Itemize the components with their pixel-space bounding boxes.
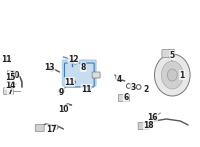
Circle shape bbox=[59, 89, 64, 93]
Circle shape bbox=[9, 83, 13, 87]
Text: 3: 3 bbox=[130, 82, 135, 91]
FancyBboxPatch shape bbox=[162, 50, 175, 57]
FancyBboxPatch shape bbox=[64, 63, 94, 87]
Circle shape bbox=[50, 67, 53, 71]
Text: 12: 12 bbox=[68, 55, 79, 64]
FancyBboxPatch shape bbox=[138, 122, 149, 130]
Circle shape bbox=[53, 125, 58, 129]
Circle shape bbox=[7, 57, 9, 59]
Text: 10: 10 bbox=[58, 105, 69, 113]
Text: 6: 6 bbox=[123, 92, 128, 101]
Text: 17: 17 bbox=[46, 125, 57, 133]
Text: 11: 11 bbox=[64, 77, 75, 86]
Circle shape bbox=[153, 116, 156, 118]
Ellipse shape bbox=[154, 54, 190, 96]
Circle shape bbox=[87, 86, 91, 90]
Text: 11: 11 bbox=[1, 55, 11, 64]
Ellipse shape bbox=[161, 61, 183, 89]
Circle shape bbox=[51, 68, 53, 70]
FancyBboxPatch shape bbox=[62, 60, 96, 86]
Circle shape bbox=[6, 56, 10, 60]
Text: 1: 1 bbox=[180, 71, 185, 80]
Circle shape bbox=[116, 76, 120, 80]
Text: 14: 14 bbox=[5, 81, 15, 90]
FancyBboxPatch shape bbox=[118, 95, 129, 101]
Text: 8: 8 bbox=[81, 62, 86, 71]
Ellipse shape bbox=[167, 69, 177, 81]
Text: 13: 13 bbox=[44, 62, 55, 71]
FancyBboxPatch shape bbox=[35, 125, 44, 132]
Circle shape bbox=[152, 115, 157, 119]
Circle shape bbox=[10, 84, 12, 86]
Circle shape bbox=[60, 90, 63, 92]
FancyBboxPatch shape bbox=[92, 72, 100, 78]
Circle shape bbox=[128, 85, 130, 87]
Circle shape bbox=[117, 77, 119, 79]
Text: 2: 2 bbox=[143, 85, 148, 93]
Circle shape bbox=[74, 60, 77, 64]
Text: 16: 16 bbox=[147, 112, 158, 122]
Text: 18: 18 bbox=[143, 121, 154, 130]
Text: 5: 5 bbox=[170, 51, 175, 60]
FancyBboxPatch shape bbox=[4, 87, 14, 95]
Circle shape bbox=[127, 84, 131, 88]
Text: 10: 10 bbox=[9, 71, 19, 80]
Text: 4: 4 bbox=[116, 75, 122, 83]
Text: 11: 11 bbox=[81, 85, 91, 93]
Text: 7: 7 bbox=[7, 86, 13, 96]
Circle shape bbox=[74, 61, 76, 63]
Circle shape bbox=[72, 81, 74, 83]
Circle shape bbox=[72, 80, 75, 84]
Circle shape bbox=[138, 86, 140, 88]
Text: 15: 15 bbox=[5, 72, 15, 81]
Circle shape bbox=[136, 85, 141, 89]
Circle shape bbox=[88, 87, 90, 89]
FancyBboxPatch shape bbox=[8, 71, 15, 81]
Circle shape bbox=[54, 126, 57, 128]
Text: 9: 9 bbox=[59, 87, 64, 96]
